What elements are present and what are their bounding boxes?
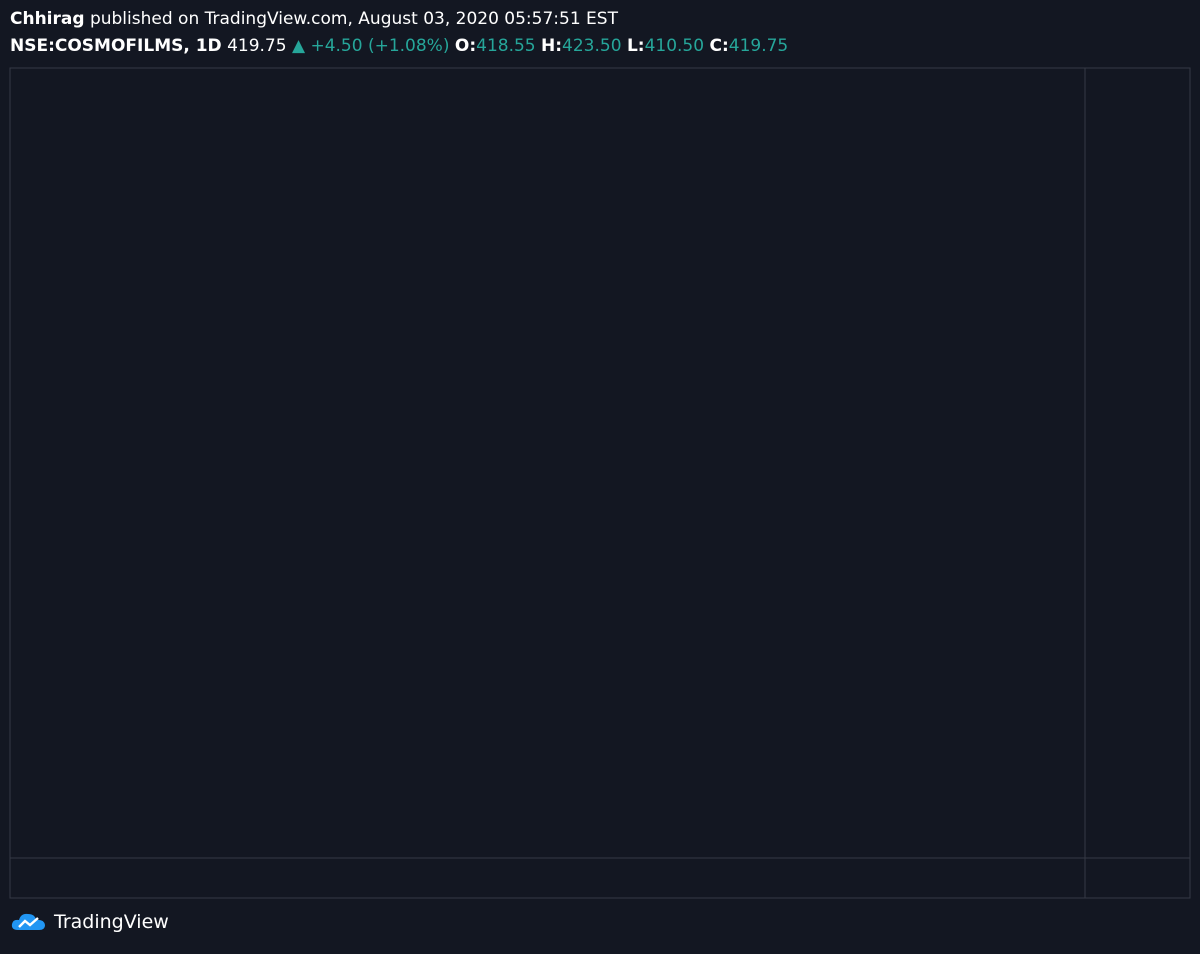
chart-frame <box>9 67 1191 899</box>
published: published on TradingView.com, August 03,… <box>89 9 618 29</box>
brand: TradingView <box>54 911 169 933</box>
last: 419.75 <box>227 36 287 56</box>
ohlc-value: 410.50 <box>644 36 705 56</box>
footer: TradingView <box>10 910 169 934</box>
header: Chhirag published on TradingView.com, Au… <box>10 6 788 60</box>
ohlc-key: L: <box>626 36 645 56</box>
symbol-line: NSE:COSMOFILMS, 1D 419.75 ▲ +4.50 (+1.08… <box>10 33 788 60</box>
change: ▲ +4.50 (+1.08%) <box>291 36 450 56</box>
ohlc-value: 423.50 <box>562 36 622 56</box>
author: Chhirag <box>10 9 85 29</box>
ohlc-key: C: <box>709 36 729 56</box>
ohlc-value: 419.75 <box>728 36 789 56</box>
brand-logo <box>11 913 45 930</box>
publish-line: Chhirag published on TradingView.com, Au… <box>10 6 788 33</box>
symbol: NSE:COSMOFILMS, 1D <box>10 36 222 56</box>
ohlc-key: O: <box>454 36 477 56</box>
ohlc-value: 418.55 <box>476 36 536 56</box>
ohlc-key: H: <box>541 36 563 56</box>
